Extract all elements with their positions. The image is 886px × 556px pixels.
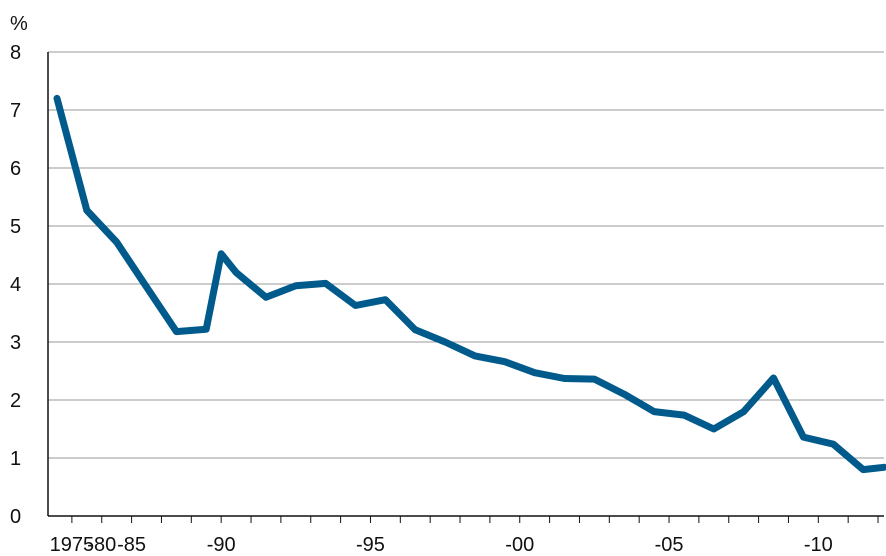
- gridlines: [48, 51, 884, 459]
- y-tick-label-6: 6: [10, 158, 21, 180]
- y-tick-label-2: 2: [10, 390, 21, 412]
- y-axis-tick-labels: 0 1 2 3 4 5 6 7 8: [10, 42, 21, 528]
- y-tick-label-8: 8: [10, 42, 21, 64]
- y-tick-label-4: 4: [10, 274, 21, 296]
- x-tick-label-1: -80: [87, 534, 116, 556]
- x-tick-label-3: -90: [207, 534, 236, 556]
- y-tick-label-1: 1: [10, 448, 21, 470]
- x-axis-tick-labels: 1975-80 -85 -90 -95 -00 -05 -10: [50, 534, 833, 556]
- series-layer: [53, 94, 886, 474]
- x-tick-label-5: -00: [505, 534, 534, 556]
- x-tick-label-7: -10: [804, 534, 833, 556]
- x-tick-label-0: 1975: [50, 534, 95, 556]
- y-tick-label-5: 5: [10, 216, 21, 238]
- y-tick-label-3: 3: [10, 332, 21, 354]
- x-tick-label-4: -95: [356, 534, 385, 556]
- axes: [47, 52, 884, 523]
- y-tick-label-0: 0: [10, 506, 21, 528]
- y-axis-unit-label: %: [10, 13, 28, 35]
- x-tick-label-2: -85: [117, 534, 146, 556]
- series-line-0: [53, 94, 886, 474]
- y-tick-label-7: 7: [10, 100, 21, 122]
- x-tick-label-6: -05: [655, 534, 684, 556]
